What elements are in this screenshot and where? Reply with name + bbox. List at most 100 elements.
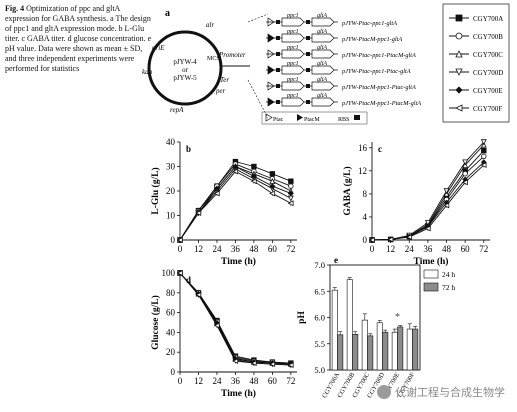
panel-b-lglu-chart: 0 10 20 30 40 0 12 24 36 48 60 72 Time (h) L-Glu (g/L… xyxy=(150,137,297,267)
gene-ppc1-arrow xyxy=(281,81,305,91)
significance-marker: * xyxy=(395,312,400,323)
bar-24h xyxy=(346,279,353,371)
gene-ppc1-arrow xyxy=(281,49,305,59)
legend-label: CGY700D xyxy=(473,69,503,77)
legend-marker xyxy=(455,104,463,112)
feature-alr: alr xyxy=(206,21,214,29)
plasmid-name-2: pJYW-5 xyxy=(173,74,197,82)
x-tick-label: 36 xyxy=(423,244,433,254)
construct-row: ppc1 gltA pJYW-PtacM-ppc1-Ptac-gltA xyxy=(266,77,416,91)
x-tick-label: 0 xyxy=(370,244,375,254)
legend-marker xyxy=(455,68,463,76)
construct-row: ppc1 gltA pJYW-Ptac-ppc1-Ptac-gltA xyxy=(266,61,411,75)
panel-label: d xyxy=(186,275,191,285)
gene-ppc1-arrow xyxy=(281,65,305,75)
legend-swatch xyxy=(423,269,439,279)
gene-gltA-label: gltA xyxy=(317,93,327,99)
y-tick-label: 0 xyxy=(171,235,176,245)
panel-label: e xyxy=(334,255,338,265)
panel-d-glucose-chart: 0 20 40 60 80 100 0 12 24 36 48 60 72 Time (h) Glucose… xyxy=(150,268,297,399)
key-ptac: Ptac xyxy=(273,117,284,123)
gene-gltA-label: gltA xyxy=(317,29,327,35)
gene-ppc1-arrow xyxy=(281,33,305,43)
y-tick-label: 12 xyxy=(358,166,367,176)
series-legend: CGY700A CGY700B CGY700C CGY700D CGY700E CGY70… xyxy=(442,3,510,123)
bar-24h xyxy=(376,322,383,371)
x-tick-label: 60 xyxy=(268,376,278,386)
legend-item: CGY700D xyxy=(449,68,503,77)
data-point xyxy=(195,291,202,298)
data-point xyxy=(232,163,239,170)
data-point xyxy=(250,178,257,185)
bar-72h xyxy=(337,334,344,371)
construct-name: pJYW-Ptac-ppc1-PtacM-gltA xyxy=(341,52,416,59)
legend-label: CGY700E xyxy=(473,87,503,95)
y-axis-label: GABA (g/L) xyxy=(342,166,353,215)
series-CGY700D xyxy=(177,166,294,244)
rbs-icon xyxy=(306,20,310,24)
construct-row: ppc1 gltA pJYW-Ptac-ppc1-PtacM-gltA xyxy=(266,45,416,59)
y-tick-label: 7.0 xyxy=(314,260,325,270)
data-point xyxy=(288,178,294,184)
gene-gltA-arrow xyxy=(311,81,335,91)
y-tick-label: 0 xyxy=(363,235,368,245)
series-CGY700C xyxy=(177,269,294,367)
data-point xyxy=(480,139,487,146)
legend-item: CGY700F xyxy=(449,104,502,113)
data-point xyxy=(424,220,431,226)
panel-a-design: a pJYW-4 or pJYW-5 alr oriE kan repA MCS… xyxy=(142,8,421,125)
promoter-icon xyxy=(267,65,275,75)
y-tick-label: 20 xyxy=(166,347,176,357)
rbs-icon xyxy=(276,52,280,56)
construct-name: pJYW-PtacM-ppc1-Ptac-gltA xyxy=(341,84,416,91)
x-tick-label: 72 xyxy=(286,244,295,254)
x-tick-label: 48 xyxy=(442,244,452,254)
series-CGY700F xyxy=(368,162,487,243)
x-tick-label: 12 xyxy=(194,376,203,386)
x-tick-label: 24 xyxy=(212,244,222,254)
panel-e-ph-chart: 5.05.56.06.57.0pHeCGY700ACGY700BCGY700CC… xyxy=(297,255,455,399)
series-CGY700F xyxy=(176,270,294,369)
promoter-icon xyxy=(267,81,275,91)
legend-marker xyxy=(455,50,463,58)
legend-marker xyxy=(455,86,463,94)
watermark-icon xyxy=(377,385,391,399)
rbs-icon xyxy=(306,84,310,88)
construct-row: ppc1 gltA pJYW-PtacM-ppc1-PtacM-gltA xyxy=(266,93,421,107)
data-point xyxy=(480,162,487,169)
x-axis-label: Time (h) xyxy=(221,388,256,399)
y-tick-label: 16 xyxy=(358,143,368,153)
feature-kan: kan xyxy=(142,68,153,76)
data-point xyxy=(176,237,183,243)
x-axis-label: Time (h) xyxy=(221,256,256,267)
data-point xyxy=(288,183,294,189)
x-tick-label: 72 xyxy=(479,244,488,254)
gene-ppc1-label: ppc1 xyxy=(286,93,299,99)
series-CGY700A xyxy=(177,270,294,366)
x-tick-label: 48 xyxy=(249,376,259,386)
zoom-line-top xyxy=(247,13,269,23)
bar-24h xyxy=(331,289,338,371)
rbs-icon xyxy=(276,36,280,40)
gene-gltA-arrow xyxy=(311,97,335,107)
data-point xyxy=(287,195,294,202)
x-tick-label: 36 xyxy=(231,244,241,254)
data-point xyxy=(481,147,487,154)
data-point xyxy=(287,362,294,369)
y-tick-label: 5.5 xyxy=(314,339,325,349)
data-point xyxy=(443,202,450,209)
y-tick-label: 0 xyxy=(171,367,176,377)
plot-frame xyxy=(329,264,421,371)
feature-Ter: Ter xyxy=(220,76,229,84)
promoter-icon xyxy=(267,97,275,107)
data-point xyxy=(443,188,450,195)
data-point xyxy=(214,185,220,192)
rbs-icon xyxy=(306,68,310,72)
promoter-icon xyxy=(267,49,275,59)
y-tick-label: 30 xyxy=(166,162,176,172)
series-line xyxy=(179,272,291,366)
legend-label: 24 h xyxy=(442,270,455,279)
series-line xyxy=(179,272,291,366)
data-point xyxy=(368,237,375,243)
